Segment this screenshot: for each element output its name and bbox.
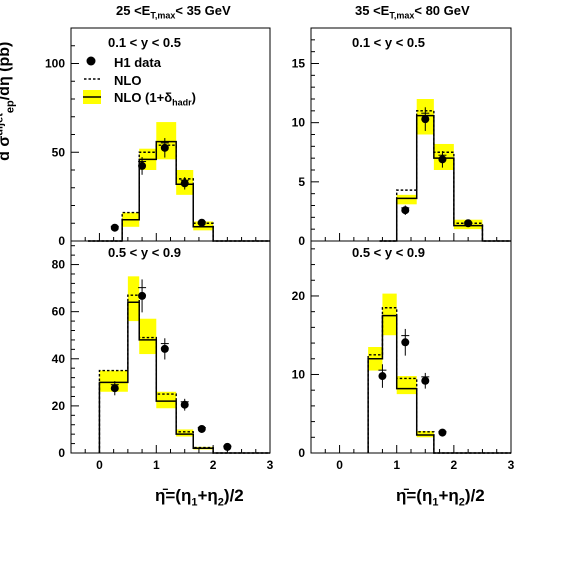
band-bar bbox=[99, 370, 128, 392]
x-axis-label-right: η̄=(η1+η2)/2 bbox=[396, 486, 485, 509]
x-tick-label: 0 bbox=[336, 458, 343, 472]
band-bar bbox=[156, 122, 177, 160]
x-axis-label-left: η̄=(η1+η2)/2 bbox=[155, 486, 244, 509]
legend-label-nlo: NLO bbox=[114, 73, 142, 88]
band-bar bbox=[176, 429, 194, 437]
x-tick-label: 2 bbox=[210, 458, 217, 472]
data-point bbox=[138, 291, 147, 300]
band-bar bbox=[139, 318, 157, 355]
data-point bbox=[197, 424, 206, 433]
y-tick-label: 60 bbox=[52, 305, 66, 319]
band-bar bbox=[416, 431, 434, 438]
y-axis-label: d σdijetep/dη̄ (pb) bbox=[0, 41, 17, 161]
legend-label-nlo-hadr: NLO (1+δhadr) bbox=[114, 90, 196, 108]
panel-title: 0.1 < y < 0.5 bbox=[108, 35, 181, 50]
legend-label-data: H1 data bbox=[114, 55, 161, 70]
y-tick-label: 0 bbox=[58, 446, 65, 460]
data-point bbox=[138, 161, 147, 170]
y-tick-label: 10 bbox=[292, 367, 306, 381]
data-point bbox=[180, 400, 189, 409]
data-point bbox=[378, 372, 387, 381]
y-tick-label: 20 bbox=[292, 289, 306, 303]
data-point bbox=[110, 384, 119, 393]
x-tick-label: 1 bbox=[393, 458, 400, 472]
x-tick-label: 3 bbox=[508, 458, 515, 472]
data-point bbox=[421, 115, 430, 124]
y-tick-label: 5 bbox=[298, 175, 305, 189]
panel-frame bbox=[310, 240, 512, 454]
legend-marker-data bbox=[86, 56, 96, 66]
panel-title: 0.1 < y < 0.5 bbox=[352, 35, 425, 50]
y-tick-label: 20 bbox=[52, 399, 66, 413]
band-bar bbox=[156, 391, 177, 409]
band-bar bbox=[396, 194, 417, 205]
x-tick-label: 2 bbox=[451, 458, 458, 472]
panel-frame bbox=[70, 240, 271, 454]
nlo-hadr-line bbox=[379, 114, 511, 242]
data-point bbox=[223, 442, 232, 451]
data-point bbox=[438, 155, 447, 164]
panel-frame bbox=[310, 27, 512, 242]
data-point bbox=[464, 219, 473, 228]
col-header-left: 25 <ET,max< 35 GeV bbox=[116, 3, 231, 21]
band-bar bbox=[396, 376, 417, 395]
y-tick-label: 100 bbox=[45, 57, 65, 71]
y-tick-label: 10 bbox=[292, 116, 306, 130]
y-tick-label: 0 bbox=[298, 234, 305, 248]
data-point bbox=[197, 218, 206, 227]
panel-title: 0.5 < y < 0.9 bbox=[108, 245, 181, 260]
data-point bbox=[421, 376, 430, 385]
data-point bbox=[438, 428, 447, 437]
data-point bbox=[160, 344, 169, 353]
x-tick-label: 1 bbox=[153, 458, 160, 472]
panel-title: 0.5 < y < 0.9 bbox=[352, 245, 425, 260]
data-point bbox=[401, 206, 410, 215]
col-header-right: 35 <ET,max< 80 GeV bbox=[355, 3, 470, 21]
data-point bbox=[401, 338, 410, 347]
band-bar bbox=[382, 293, 397, 336]
x-tick-label: 0 bbox=[96, 458, 103, 472]
data-point bbox=[180, 179, 189, 188]
data-point bbox=[160, 143, 169, 152]
y-tick-label: 40 bbox=[52, 352, 66, 366]
y-tick-label: 0 bbox=[298, 446, 305, 460]
y-tick-label: 15 bbox=[292, 57, 306, 71]
y-tick-label: 80 bbox=[52, 258, 66, 272]
x-tick-label: 3 bbox=[267, 458, 274, 472]
y-tick-label: 0 bbox=[58, 234, 65, 248]
nlo-line bbox=[379, 110, 511, 242]
data-point bbox=[110, 223, 119, 232]
band-bar bbox=[127, 276, 140, 322]
y-tick-label: 50 bbox=[52, 145, 66, 159]
